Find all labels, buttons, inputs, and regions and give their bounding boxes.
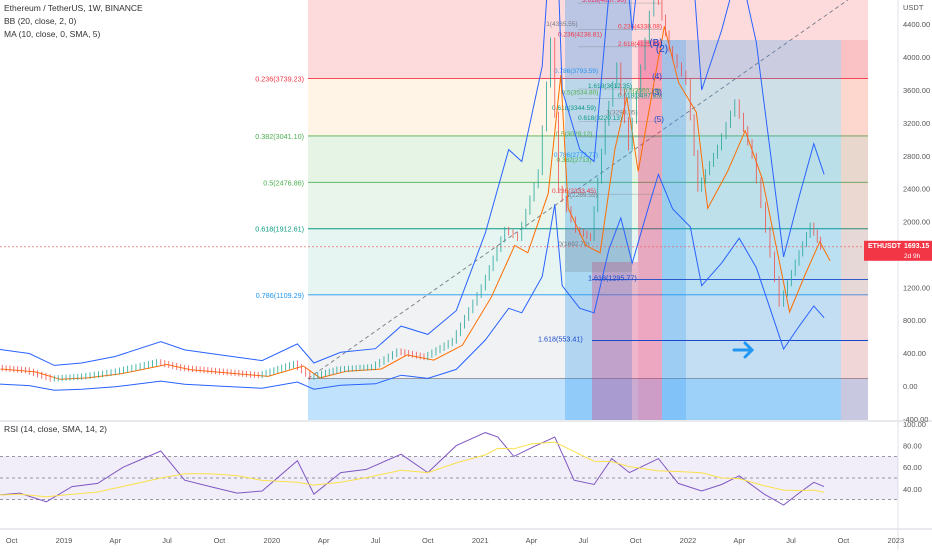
- time-tick-label: Oct: [214, 536, 227, 545]
- fib-small-label: 0.5(3029.12): [556, 131, 593, 138]
- wave-label: (4): [652, 72, 662, 81]
- time-tick-label: Oct: [630, 536, 643, 545]
- price-badge-bg: [864, 240, 932, 261]
- price-badge-countdown: 2d 9h: [904, 253, 921, 260]
- fib-small-label: 1(2289.55): [566, 192, 597, 199]
- fib-band: [308, 135, 868, 183]
- rsi-ma-line: [0, 441, 825, 498]
- fib-small-label: 3.618(4657.96): [582, 0, 626, 4]
- price-tick-label: 2800.00: [903, 152, 930, 161]
- fib-level-label: 0.786(1109.29): [256, 291, 304, 300]
- time-tick-label: Oct: [6, 536, 19, 545]
- legend-rsi: RSI (14, close, SMA, 14, 2): [4, 424, 107, 434]
- fib-small-label: 0.786(3793.59): [554, 68, 598, 75]
- time-tick-label: Apr: [526, 536, 538, 545]
- fib-band: [308, 0, 868, 79]
- price-tick-label: 0.00: [903, 382, 918, 391]
- bb-lower-line: [0, 172, 825, 391]
- price-tick-label: 4000.00: [903, 53, 930, 62]
- time-tick-label: Jul: [578, 536, 588, 545]
- rsi-band: [0, 456, 898, 500]
- legend-symbol: Ethereum / TetherUS, 1W, BINANCE: [4, 3, 143, 13]
- price-tick-label: 3600.00: [903, 86, 930, 95]
- fib-small-label: 0.382(2713): [556, 157, 591, 164]
- fib-small-label: 0.618(3220.13): [578, 115, 622, 122]
- fib-small-label: 0.236(2333.45): [552, 188, 596, 195]
- price-tick-label: 2400.00: [903, 185, 930, 194]
- fib-band: [308, 294, 868, 379]
- time-tick-label: Apr: [733, 536, 745, 545]
- legend-ma: MA (10, close, 0, SMA, 5): [4, 29, 101, 39]
- time-zone-red: [841, 40, 868, 420]
- wave-label: (B): [649, 38, 662, 49]
- time-tick-label: 2023: [887, 536, 904, 545]
- fib-small-label: 0(1692.70): [558, 241, 589, 248]
- price-badge-value: 1693.15: [904, 243, 929, 250]
- price-axis-unit: USDT: [903, 3, 924, 12]
- fib-small-label: 0.618(3344.59): [552, 105, 596, 112]
- fib-level-label: 0.382(3041.10): [255, 132, 304, 141]
- legend-bb: BB (20, close, 2, 0): [4, 16, 77, 26]
- fib-level-label: 0.618(1912.61): [255, 225, 304, 234]
- fib-level-label: 0.5(2476.86): [263, 178, 304, 187]
- wave-label: (5): [654, 115, 664, 124]
- time-tick-label: 2021: [472, 536, 489, 545]
- wave-label: (2): [656, 44, 668, 55]
- time-tick-label: Oct: [838, 536, 851, 545]
- time-tick-label: 2022: [680, 536, 697, 545]
- time-tick-label: Apr: [109, 536, 121, 545]
- fib-small-label: 0.236(4238.81): [558, 31, 602, 38]
- time-tick-label: Jul: [371, 536, 381, 545]
- price-tick-label: 800.00: [903, 316, 926, 325]
- range-box: [565, 228, 632, 272]
- fib-small-label: 1.618(3612.35): [588, 83, 632, 90]
- price-tick-label: 4400.00: [903, 20, 930, 29]
- price-tick-label: -400.00: [903, 415, 928, 424]
- fib-band: [308, 78, 868, 136]
- fib-level-label: 0.236(3739.23): [255, 75, 304, 84]
- time-tick-label: Jul: [786, 536, 796, 545]
- price-tick-label: 400.00: [903, 349, 926, 358]
- fib-small-label: 0.5(3560.18): [624, 87, 661, 94]
- rsi-line: [0, 432, 825, 506]
- time-tick-label: 2019: [56, 536, 73, 545]
- arrow-right-icon: [732, 341, 755, 359]
- fib-small-label: 0.618(3497.33): [618, 92, 662, 99]
- fib-ext-label: 1.618(553.41): [538, 334, 583, 343]
- time-zone-blue: [662, 40, 686, 420]
- rsi-tick-label: 80.00: [903, 442, 922, 451]
- wave-label: (3): [652, 88, 662, 97]
- fib-small-label: 0.786(2773.77): [554, 152, 598, 159]
- fib-ext-label: 1.618(1295.77): [588, 273, 637, 282]
- rsi-tick-label: 100.00: [903, 420, 926, 429]
- fib-small-label: 0.5(3534.80): [562, 89, 599, 96]
- time-tick-label: Apr: [318, 536, 330, 545]
- fib-small-label: 1(4365.55): [546, 21, 577, 28]
- price-badge-symbol: ETHUSDT: [868, 243, 902, 250]
- rsi-tick-label: 60.00: [903, 463, 922, 472]
- fib-small-label: 2.618(4125.89): [618, 41, 662, 48]
- price-tick-label: 3200.00: [903, 119, 930, 128]
- time-zone-red: [592, 262, 638, 420]
- fib-small-label: 0.236(4338.08): [618, 23, 662, 30]
- rsi-tick-label: 40.00: [903, 485, 922, 494]
- fib-small-label: 1(3290.05): [606, 109, 637, 116]
- fib-band: [308, 378, 868, 420]
- price-tick-label: 1200.00: [903, 283, 930, 292]
- time-zone-blue: [686, 40, 841, 420]
- fib-trend-line: [307, 0, 849, 379]
- time-tick-label: 2020: [263, 536, 280, 545]
- price-tick-label: 2000.00: [903, 218, 930, 227]
- time-tick-label: Oct: [422, 536, 435, 545]
- time-tick-label: Jul: [162, 536, 172, 545]
- bb-upper-line: [0, 0, 825, 366]
